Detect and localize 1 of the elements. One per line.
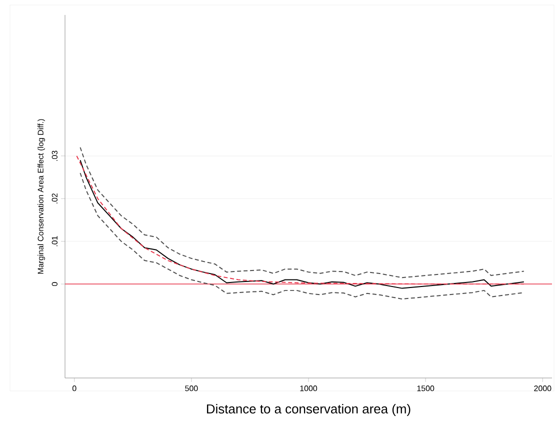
x-axis-title: Distance to a conservation area (m) bbox=[206, 404, 410, 416]
